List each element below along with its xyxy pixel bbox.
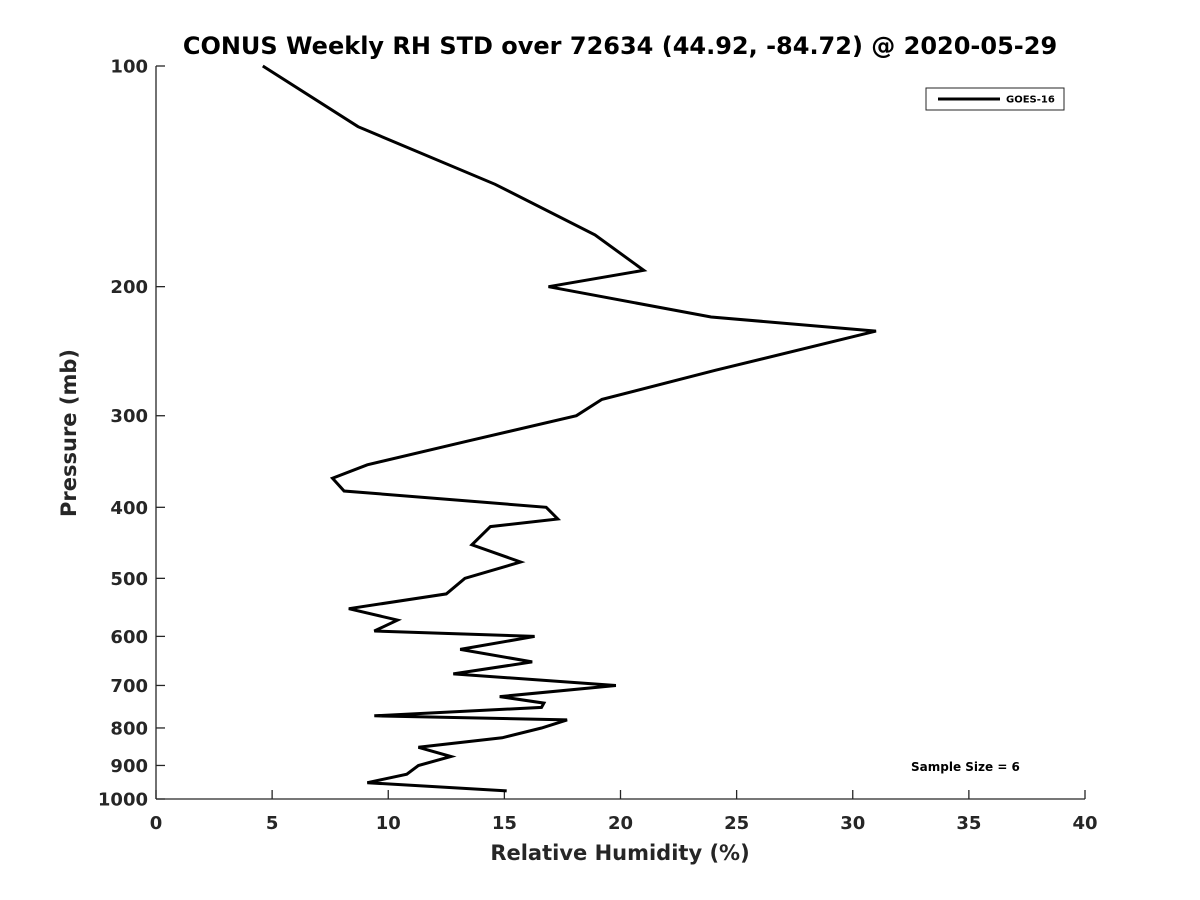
x-tick-label: 0 <box>150 813 163 834</box>
x-tick-label: 20 <box>608 813 633 834</box>
series-line-goes-16 <box>261 64 877 793</box>
y-tick-label: 700 <box>110 676 148 697</box>
y-tick-label: 100 <box>110 57 148 78</box>
plot-area <box>155 66 1085 800</box>
y-tick-label: 400 <box>110 498 148 519</box>
y-tick-label: 800 <box>110 718 148 739</box>
y-tick-label: 900 <box>110 756 148 777</box>
x-tick-label: 30 <box>840 813 865 834</box>
x-tick-label: 5 <box>266 813 279 834</box>
sample-size-annotation: Sample Size = 6 <box>911 760 1020 774</box>
y-ticks: 100 200 300 400 500 600 700 800 900 1000 <box>98 57 165 811</box>
chart-title: CONUS Weekly RH STD over 72634 (44.92, -… <box>183 32 1057 60</box>
y-tick-label: 300 <box>110 406 148 427</box>
series-group <box>261 64 877 793</box>
y-tick-label: 1000 <box>98 790 148 811</box>
y-tick-label: 500 <box>110 569 148 590</box>
x-ticks: 0 5 10 15 20 25 30 35 40 <box>150 790 1098 834</box>
x-tick-label: 35 <box>956 813 981 834</box>
x-axis-label: Relative Humidity (%) <box>490 841 749 865</box>
x-tick-label: 40 <box>1072 813 1097 834</box>
legend: GOES-16 <box>925 87 1065 111</box>
legend-label-goes-16: GOES-16 <box>1006 95 1055 106</box>
x-tick-label: 25 <box>724 813 749 834</box>
y-tick-label: 600 <box>110 627 148 648</box>
y-axis-label: Pressure (mb) <box>57 349 81 517</box>
x-tick-label: 10 <box>376 813 401 834</box>
x-tick-label: 15 <box>492 813 517 834</box>
y-tick-label: 200 <box>110 277 148 298</box>
